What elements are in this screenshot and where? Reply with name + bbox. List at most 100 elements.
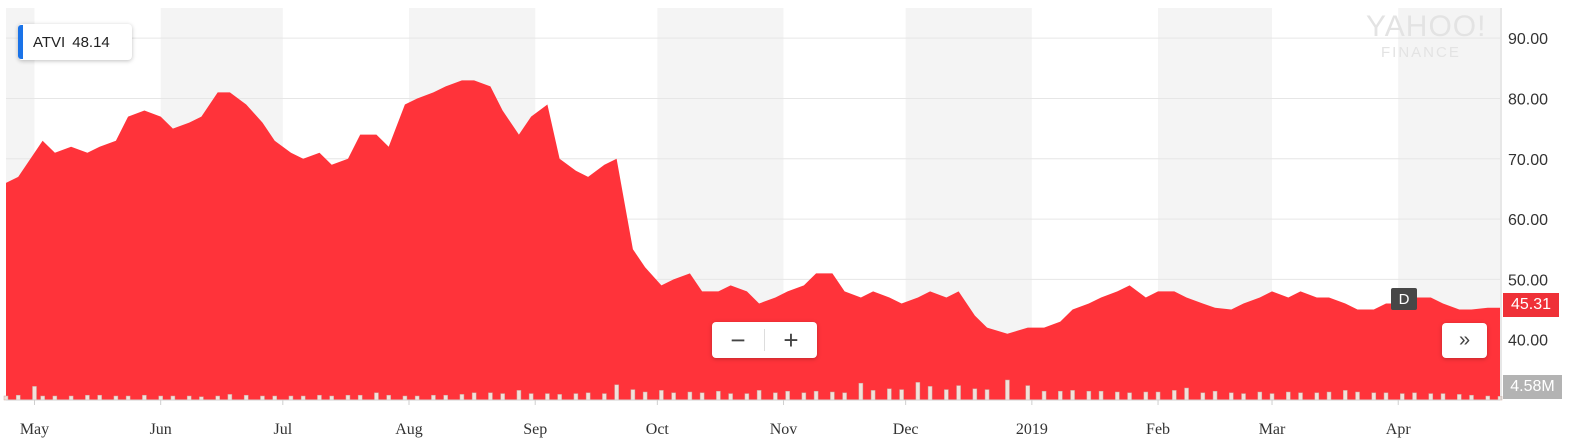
volume-bar <box>785 390 790 401</box>
volume-bar <box>1485 395 1491 401</box>
volume-bar <box>68 395 74 401</box>
x-tick-label: Jul <box>273 421 292 438</box>
legend-value: 48.14 <box>72 33 110 51</box>
volume-bar <box>1269 393 1275 401</box>
volume-bar <box>813 390 819 401</box>
y-tick-label: 50.00 <box>1508 272 1548 289</box>
volume-bar <box>1058 390 1063 401</box>
volume-bar <box>927 386 933 401</box>
volume-bar <box>1343 390 1348 401</box>
x-tick-label: Apr <box>1386 421 1412 438</box>
volume-bar <box>1025 385 1031 401</box>
volume-bar <box>1286 391 1291 401</box>
x-tick-label: Jun <box>150 421 172 438</box>
volume-bar <box>32 386 37 401</box>
volume-bar <box>1469 394 1474 401</box>
volume-bar <box>471 392 477 401</box>
volume-bar <box>602 393 607 401</box>
volume-bar <box>887 388 892 401</box>
finance-logo: FINANCE <box>1381 44 1461 61</box>
volume-bar <box>773 392 778 401</box>
volume-bar <box>870 390 876 401</box>
volume-bar <box>630 389 636 401</box>
volume-bar <box>899 389 904 401</box>
volume-bar <box>113 395 119 401</box>
volume-bar <box>545 393 550 401</box>
y-tick-label: 70.00 <box>1508 152 1548 169</box>
volume-bar <box>317 394 322 401</box>
volume-bar <box>1383 392 1389 401</box>
volume-bar <box>374 392 379 401</box>
volume-bar <box>744 393 750 401</box>
last-volume-badge: 4.58M <box>1503 375 1562 399</box>
yahoo-logo: YAHOO! <box>1366 10 1487 43</box>
last-price-badge: 45.31 <box>1503 293 1559 317</box>
zoom-out-button[interactable]: − <box>730 324 746 355</box>
volume-bar <box>488 392 493 401</box>
volume-bar <box>288 395 294 401</box>
volume-bar <box>85 394 90 401</box>
volume-bar <box>1172 390 1177 401</box>
volume-bar <box>500 393 505 401</box>
x-tick-label: Nov <box>770 421 798 438</box>
volume-bar <box>1440 393 1446 401</box>
x-tick-label: Mar <box>1259 421 1286 438</box>
volume-bar <box>944 389 949 401</box>
y-tick-label: 90.00 <box>1508 31 1548 48</box>
volume-bar <box>1326 391 1332 401</box>
volume-bar <box>659 390 664 401</box>
volume-bar <box>1005 379 1010 401</box>
volume-bar <box>1229 392 1234 401</box>
volume-bar <box>227 394 233 401</box>
volume-bar <box>1115 391 1120 401</box>
y-tick-label: 80.00 <box>1508 91 1548 108</box>
volume-bar <box>1155 391 1161 401</box>
volume-bar <box>1241 393 1246 401</box>
volume-bar <box>573 393 579 401</box>
volume-bar <box>300 395 306 401</box>
volume-bar <box>728 393 733 401</box>
symbol-legend[interactable]: ATVI 48.14 <box>18 24 132 60</box>
volume-bar <box>1400 393 1405 401</box>
volume-bar <box>158 395 163 401</box>
volume-bar <box>716 390 721 401</box>
volume-bar <box>1371 392 1377 401</box>
volume-bar <box>671 392 676 401</box>
volume-bar <box>585 392 591 401</box>
y-tick-label: 60.00 <box>1508 212 1548 229</box>
volume-bar <box>984 389 990 401</box>
volume-bar <box>459 394 465 401</box>
volume-bar <box>528 393 534 401</box>
expand-button[interactable]: » <box>1442 323 1487 358</box>
volume-bar <box>915 382 921 401</box>
dividend-marker[interactable]: D <box>1391 288 1417 310</box>
volume-bar <box>329 395 334 401</box>
volume-bar <box>3 395 9 401</box>
volume-bar <box>1298 392 1303 401</box>
volume-bar <box>345 394 351 401</box>
volume-bar <box>801 392 807 401</box>
volume-bar <box>357 394 363 401</box>
volume-bar <box>170 395 176 401</box>
volume-bar <box>842 392 847 401</box>
volume-bar <box>699 392 705 401</box>
zoom-separator <box>764 329 765 351</box>
volume-bar <box>142 394 147 401</box>
volume-bar <box>402 395 408 401</box>
volume-bar <box>272 395 277 401</box>
volume-bar <box>516 390 522 401</box>
volume-bar <box>443 394 448 401</box>
volume-bar <box>1184 387 1189 401</box>
x-tick-label: Feb <box>1146 421 1170 438</box>
volume-bar <box>687 391 693 401</box>
zoom-in-button[interactable]: + <box>783 324 799 355</box>
volume-bar <box>642 391 648 401</box>
volume-bar <box>1355 391 1360 401</box>
volume-bar <box>40 395 45 401</box>
x-tick-label: Dec <box>893 421 919 438</box>
volume-bar <box>756 390 762 401</box>
volume-bar <box>1070 390 1075 401</box>
volume-bar <box>386 394 391 401</box>
volume-bar <box>1212 390 1218 401</box>
